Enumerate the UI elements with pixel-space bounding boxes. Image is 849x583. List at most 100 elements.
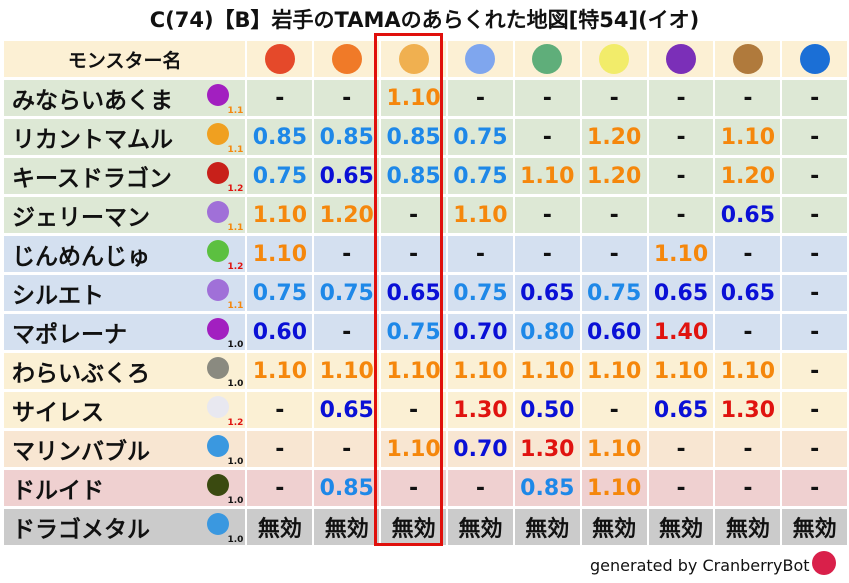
resistance-value: 1.10 bbox=[381, 80, 447, 116]
resistance-value: 1.10 bbox=[381, 431, 447, 467]
resistance-value: - bbox=[247, 80, 313, 116]
resistance-value: 0.75 bbox=[448, 275, 513, 311]
water-icon bbox=[799, 44, 830, 74]
resistance-value: 1.10 bbox=[581, 470, 647, 506]
monster-level: 1.0 bbox=[227, 457, 244, 467]
monster-name: マポレーナ bbox=[12, 322, 127, 348]
footer-credit: generated by CranberryBot bbox=[590, 556, 810, 575]
resistance-value: 1.10 bbox=[448, 197, 513, 233]
monster-cell: ジェリーマン 1.1 bbox=[4, 197, 246, 233]
resistance-value: - bbox=[782, 236, 847, 272]
resistance-value: - bbox=[514, 197, 580, 233]
monster-cell: じんめんじゅ 1.2 bbox=[4, 236, 246, 272]
monster-level: 1.2 bbox=[227, 262, 244, 272]
resistance-value: 1.10 bbox=[715, 119, 781, 155]
header-element bbox=[782, 41, 847, 77]
monster-name: ドルイド bbox=[12, 478, 104, 504]
resistance-value: 1.30 bbox=[448, 392, 513, 428]
resistance-value: - bbox=[448, 470, 513, 506]
monster-level: 1.2 bbox=[227, 184, 244, 194]
meteor-icon bbox=[264, 44, 295, 74]
monster-cell: マポレーナ 1.0 bbox=[4, 314, 246, 350]
monster-level: 1.1 bbox=[227, 106, 244, 116]
header-element bbox=[715, 41, 781, 77]
resistance-value: 無効 bbox=[782, 509, 847, 545]
darkness-icon bbox=[666, 44, 697, 74]
monster-cell: みならいあくま 1.1 bbox=[4, 80, 246, 116]
monster-name: ドラゴメタル bbox=[12, 517, 150, 543]
resistance-value: - bbox=[715, 314, 781, 350]
fire-icon bbox=[331, 44, 362, 74]
monster-cell: キースドラゴン 1.2 bbox=[4, 158, 246, 194]
resistance-value: 0.80 bbox=[514, 314, 580, 350]
resistance-value: - bbox=[782, 314, 847, 350]
resistance-value: - bbox=[782, 275, 847, 311]
resistance-value: - bbox=[314, 314, 380, 350]
header-element bbox=[514, 41, 580, 77]
druid-icon bbox=[207, 474, 230, 496]
resistance-value: - bbox=[247, 392, 313, 428]
trident-icon bbox=[207, 318, 230, 340]
ghost-icon bbox=[207, 201, 230, 223]
wing-icon bbox=[207, 396, 230, 418]
resistance-value: 1.20 bbox=[314, 197, 380, 233]
highlight-column-frame bbox=[374, 33, 443, 546]
monster-level: 1.1 bbox=[227, 223, 244, 233]
table-row: みならいあくま 1.1- -1.10- - - - - - bbox=[4, 80, 847, 116]
monster-name: ジェリーマン bbox=[12, 205, 150, 231]
monster-name: キースドラゴン bbox=[12, 166, 172, 192]
slime-icon bbox=[207, 435, 230, 457]
resistance-value: - bbox=[715, 431, 781, 467]
resistance-value: 1.10 bbox=[381, 353, 447, 389]
earth-icon bbox=[732, 44, 763, 74]
tornado-icon bbox=[532, 44, 563, 74]
table-row: キースドラゴン 1.2 0.75 0.65 0.85 0.75 1.10 1.20-1.20- bbox=[4, 158, 847, 194]
resistance-value: - bbox=[314, 80, 380, 116]
monster-level: 1.1 bbox=[227, 145, 244, 155]
resistance-value: - bbox=[782, 353, 847, 389]
light-icon bbox=[599, 44, 630, 74]
monster-cell: ドルイド 1.0 bbox=[4, 470, 246, 506]
table-row: じんめんじゅ 1.2 1.10- - - - -1.10- - bbox=[4, 236, 847, 272]
resistance-value: 0.75 bbox=[314, 275, 380, 311]
monster-cell: リカントマムル 1.1 bbox=[4, 119, 246, 155]
resistance-value: 1.10 bbox=[514, 353, 580, 389]
resistance-value: 0.85 bbox=[247, 119, 313, 155]
resistance-value: 0.65 bbox=[648, 275, 714, 311]
resistance-value: - bbox=[514, 236, 580, 272]
resistance-value: - bbox=[381, 236, 447, 272]
resistance-value: - bbox=[715, 470, 781, 506]
table-row: わらいぶくろ 1.0 1.10 1.10 1.10 1.10 1.10 1.10 1.10 1.1… bbox=[4, 353, 847, 389]
header-element bbox=[314, 41, 380, 77]
monster-name: サイレス bbox=[12, 400, 104, 426]
table-row: シルエト 1.1 0.75 0.75 0.65 0.75 0.65 0.75 0.65 0.65- bbox=[4, 275, 847, 311]
resistance-value: - bbox=[314, 431, 380, 467]
monster-level: 1.0 bbox=[227, 535, 244, 545]
slime-icon bbox=[207, 513, 230, 535]
resistance-value: 0.85 bbox=[314, 119, 380, 155]
resistance-value: 0.50 bbox=[514, 392, 580, 428]
resistance-value: 0.85 bbox=[381, 158, 447, 194]
monster-cell: ドラゴメタル 1.0 bbox=[4, 509, 246, 545]
header-row: モンスター名 bbox=[4, 41, 847, 77]
resistance-value: 1.20 bbox=[581, 119, 647, 155]
resistance-value: 0.65 bbox=[381, 275, 447, 311]
resistance-value: - bbox=[782, 80, 847, 116]
resistance-value: - bbox=[715, 80, 781, 116]
cranberry-logo-icon bbox=[812, 551, 836, 575]
resistance-value: - bbox=[648, 119, 714, 155]
resistance-value: - bbox=[247, 470, 313, 506]
monster-name: みならいあくま bbox=[12, 88, 173, 114]
resistance-value: - bbox=[314, 236, 380, 272]
resistance-value: 0.65 bbox=[514, 275, 580, 311]
table-row: リカントマムル 1.1 0.85 0.85 0.85 0.75-1.20-1.10- bbox=[4, 119, 847, 155]
resistance-value: 1.10 bbox=[648, 236, 714, 272]
resistance-value: - bbox=[448, 236, 513, 272]
resistance-value: 0.75 bbox=[381, 314, 447, 350]
resistance-value: 無効 bbox=[715, 509, 781, 545]
trident-icon bbox=[207, 84, 230, 106]
table-row: ジェリーマン 1.1 1.10 1.20-1.10- - -0.65- bbox=[4, 197, 847, 233]
monster-cell: わらいぶくろ 1.0 bbox=[4, 353, 246, 389]
resistance-value: - bbox=[648, 197, 714, 233]
table-row: ドラゴメタル 1.0 無効 無効 無効 無効 無効 無効 無効 無効 無効 bbox=[4, 509, 847, 545]
